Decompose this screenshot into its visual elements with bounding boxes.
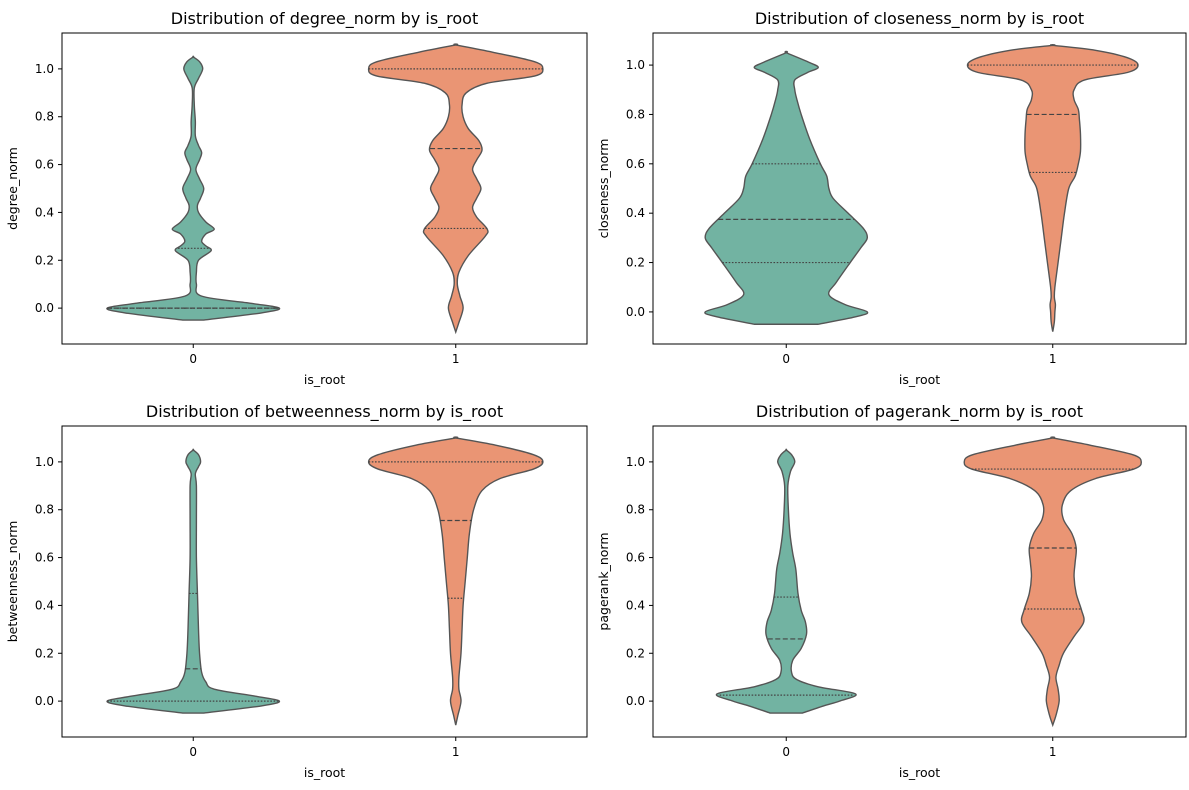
y-tick-label: 1.0 <box>626 455 645 469</box>
y-tick-label: 0.0 <box>626 694 645 708</box>
x-tick-label: 1 <box>452 745 460 759</box>
x-tick-label: 0 <box>782 352 790 366</box>
chart-title: Distribution of degree_norm by is_root <box>171 9 478 29</box>
y-tick-label: 0.2 <box>35 253 54 267</box>
y-axis-label: degree_norm <box>5 147 20 230</box>
axes-frame <box>652 32 1187 345</box>
y-axis-label: pagerank_norm <box>596 532 611 630</box>
x-axis-label: is_root <box>899 372 940 387</box>
x-tick-label: 1 <box>1049 352 1057 366</box>
subplot: Distribution of degree_norm by is_root 0.… <box>5 9 588 387</box>
x-axis-label: is_root <box>304 765 345 780</box>
y-tick-label: 0.4 <box>626 206 645 220</box>
y-tick-label: 0.4 <box>35 205 54 219</box>
violin-0 <box>106 448 281 714</box>
y-tick-label: 0.8 <box>626 503 645 517</box>
y-tick-label: 0.0 <box>35 301 54 315</box>
subplot: Distribution of pagerank_norm by is_root… <box>596 402 1187 780</box>
x-tick-label: 0 <box>782 745 790 759</box>
x-axis-label: is_root <box>899 765 940 780</box>
violin-1 <box>367 436 544 726</box>
subplot: Distribution of closeness_norm by is_roo… <box>596 9 1187 387</box>
y-tick-label: 0.0 <box>626 305 645 319</box>
violin-1 <box>963 436 1142 728</box>
y-axis-label: betweenness_norm <box>5 521 20 643</box>
y-tick-label: 0.6 <box>35 158 54 172</box>
y-tick-label: 0.6 <box>35 551 54 565</box>
y-tick-label: 0.6 <box>626 551 645 565</box>
y-tick-label: 0.4 <box>35 598 54 612</box>
y-tick-label: 1.0 <box>35 62 54 76</box>
violin-1 <box>966 44 1139 332</box>
y-tick-label: 0.8 <box>626 107 645 121</box>
violin-0 <box>704 50 869 325</box>
y-tick-label: 1.0 <box>35 455 54 469</box>
violin-0 <box>715 448 857 714</box>
x-axis-label: is_root <box>304 372 345 387</box>
chart-title: Distribution of betweenness_norm by is_r… <box>146 402 503 422</box>
axes-frame <box>652 425 1187 738</box>
violin-0 <box>106 55 281 321</box>
subplot: Distribution of betweenness_norm by is_r… <box>5 402 588 780</box>
y-tick-label: 0.0 <box>35 694 54 708</box>
axes-frame <box>61 32 588 345</box>
y-tick-label: 0.2 <box>626 646 645 660</box>
y-tick-label: 1.0 <box>626 58 645 72</box>
y-tick-label: 0.2 <box>626 256 645 270</box>
y-tick-label: 0.2 <box>35 646 54 660</box>
chart-title: Distribution of closeness_norm by is_roo… <box>755 9 1084 29</box>
y-axis-label: closeness_norm <box>596 139 611 239</box>
x-tick-label: 1 <box>1049 745 1057 759</box>
x-tick-label: 0 <box>189 745 197 759</box>
x-tick-label: 0 <box>189 352 197 366</box>
x-tick-label: 1 <box>452 352 460 366</box>
chart-title: Distribution of pagerank_norm by is_root <box>756 402 1083 422</box>
violin-1 <box>367 43 544 335</box>
y-tick-label: 0.8 <box>35 503 54 517</box>
axes-frame <box>61 425 588 738</box>
y-tick-label: 0.4 <box>626 598 645 612</box>
y-tick-label: 0.8 <box>35 110 54 124</box>
y-tick-label: 0.6 <box>626 157 645 171</box>
